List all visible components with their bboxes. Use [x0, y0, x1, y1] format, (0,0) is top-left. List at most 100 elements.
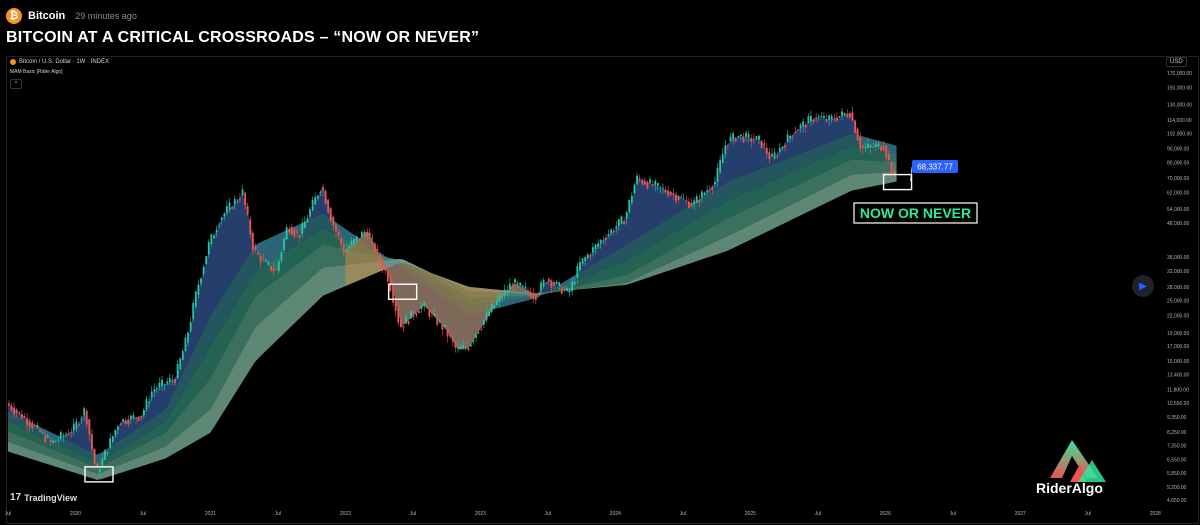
- rider-algo-logo: [1050, 440, 1106, 482]
- play-icon[interactable]: ▶: [1132, 275, 1154, 297]
- candle: [797, 129, 799, 131]
- candle: [786, 134, 789, 142]
- candle: [355, 236, 358, 242]
- candle: [763, 143, 766, 145]
- y-tick-label: 62,000.00: [1167, 191, 1189, 197]
- candle: [719, 160, 722, 173]
- candle: [641, 179, 644, 184]
- y-tick-label: 8,250.00: [1167, 430, 1187, 436]
- y-tick-label: 13,400.00: [1167, 372, 1189, 378]
- candle: [636, 175, 638, 185]
- source-name[interactable]: Bitcoin: [28, 10, 66, 22]
- y-tick-label: 25,000.00: [1167, 298, 1189, 304]
- candle: [558, 282, 561, 286]
- candle: [280, 252, 283, 261]
- candle: [724, 145, 727, 155]
- candle: [166, 381, 169, 384]
- candle: [563, 288, 566, 290]
- candle: [760, 140, 763, 148]
- candle: [309, 209, 311, 217]
- candle: [57, 439, 60, 441]
- candle: [200, 278, 202, 284]
- candle: [101, 458, 104, 466]
- y-tick-label: 6,550.00: [1167, 457, 1187, 463]
- x-tick-label: 2027: [1015, 511, 1026, 517]
- post-header: ₿ Bitcoin 29 minutes ago BITCOIN AT A CR…: [0, 0, 1200, 56]
- y-tick-label: 54,000.00: [1167, 207, 1189, 213]
- x-tick-label: Jul: [5, 511, 11, 517]
- candle: [18, 411, 21, 413]
- x-tick-label: Jul: [275, 511, 281, 517]
- candle: [83, 408, 86, 416]
- candle: [654, 181, 657, 186]
- candle: [223, 213, 226, 217]
- y-tick-label: 80,000.00: [1167, 160, 1189, 166]
- symbol-legend[interactable]: Bitcoin / U.S. Dollar · 1W · INDEX: [10, 59, 109, 65]
- candle: [602, 240, 605, 242]
- candle: [314, 196, 317, 205]
- candle: [521, 285, 524, 288]
- candle: [386, 271, 389, 282]
- candle: [220, 217, 223, 221]
- currency-label[interactable]: USD: [1166, 57, 1187, 67]
- candle: [550, 280, 553, 288]
- candle: [649, 179, 651, 183]
- candle: [698, 200, 701, 202]
- candle: [628, 200, 631, 212]
- candle: [111, 435, 114, 442]
- candle: [88, 419, 91, 435]
- candle: [571, 281, 574, 292]
- candle: [768, 152, 771, 160]
- candle: [431, 312, 433, 314]
- candle: [402, 326, 405, 328]
- candle: [267, 262, 270, 265]
- candle: [371, 238, 374, 239]
- candle: [576, 266, 579, 278]
- candle: [189, 322, 192, 332]
- candle: [581, 258, 584, 264]
- collapse-chevron-icon[interactable]: ^: [10, 79, 22, 89]
- highlight-box: [387, 283, 418, 300]
- bear-ribbon: [345, 231, 542, 350]
- y-tick-label: 10,550.00: [1167, 401, 1189, 407]
- candle: [213, 235, 215, 239]
- candle: [392, 286, 394, 303]
- candle: [405, 317, 407, 324]
- candle: [438, 321, 441, 322]
- candle: [799, 124, 802, 129]
- candle: [210, 234, 213, 245]
- candle: [794, 132, 797, 134]
- candle: [23, 416, 26, 418]
- candle: [119, 423, 122, 426]
- candle: [366, 232, 369, 238]
- indicator-label[interactable]: MAM Basic [Rider Algo]: [10, 69, 63, 75]
- brand-name: RiderAlgo: [1036, 480, 1103, 496]
- candle: [856, 128, 859, 141]
- candle: [420, 305, 423, 309]
- candle: [184, 337, 187, 352]
- candle: [384, 265, 387, 271]
- candle: [462, 345, 465, 349]
- candle: [361, 232, 363, 237]
- candle: [381, 260, 384, 270]
- candle: [327, 199, 330, 213]
- candle: [207, 242, 210, 255]
- candle: [59, 432, 62, 439]
- candle: [36, 424, 39, 428]
- x-tick-label: Jul: [815, 511, 821, 517]
- candle: [812, 119, 815, 122]
- candle: [586, 254, 589, 259]
- candle: [174, 379, 176, 383]
- candle: [129, 415, 132, 419]
- candle: [882, 145, 885, 151]
- candle: [830, 115, 833, 120]
- candle: [368, 232, 371, 236]
- candle: [828, 115, 831, 120]
- candle: [664, 189, 667, 193]
- candle: [62, 435, 65, 438]
- y-tick-label: 5,200.00: [1167, 485, 1187, 491]
- candle: [319, 191, 322, 193]
- candle: [742, 136, 745, 143]
- candle: [771, 153, 773, 157]
